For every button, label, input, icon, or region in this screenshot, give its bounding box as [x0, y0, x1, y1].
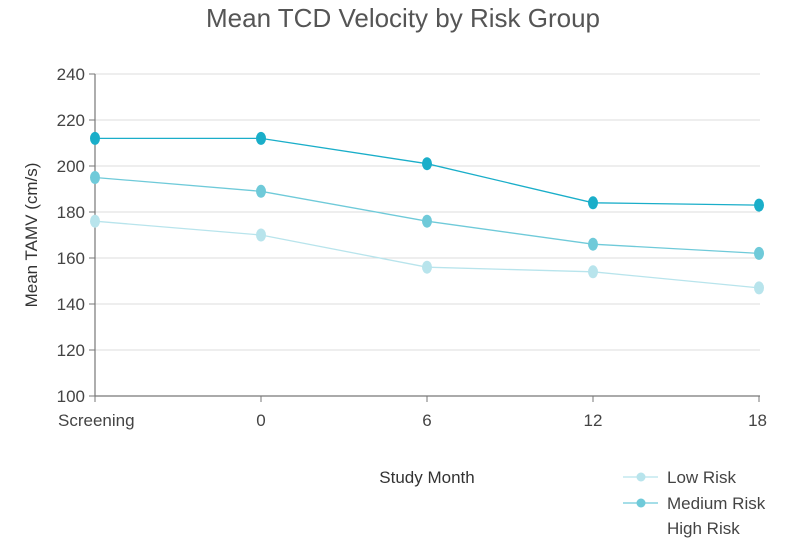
data-point-low-risk — [754, 281, 764, 295]
data-point-low-risk — [588, 265, 598, 279]
x-tick-label: Screening — [58, 411, 135, 430]
data-point-high-risk — [422, 157, 432, 171]
legend-label-low-risk: Low Risk — [667, 468, 736, 487]
data-point-medium-risk — [422, 214, 432, 228]
x-tick-label: 6 — [422, 411, 431, 430]
x-tick-labels: Screening 0 6 12 18 — [58, 396, 767, 430]
data-point-medium-risk — [588, 237, 598, 251]
series-group — [90, 131, 764, 295]
data-point-high-risk — [90, 131, 100, 145]
x-tick-label: 12 — [584, 411, 603, 430]
data-point-medium-risk — [90, 171, 100, 184]
data-point-high-risk — [588, 196, 598, 210]
legend-marker-low-risk — [636, 472, 646, 482]
data-point-low-risk — [256, 228, 266, 242]
series-line-high-risk — [95, 137, 760, 206]
legend-label-high-risk: High Risk — [667, 519, 740, 538]
gridlines — [89, 73, 760, 397]
data-point-medium-risk — [754, 246, 764, 260]
y-tick-label: 220 — [57, 111, 85, 130]
series-line-low-risk — [94, 220, 760, 289]
y-tick-label: 180 — [57, 203, 85, 222]
y-tick-label: 200 — [57, 157, 85, 176]
data-point-high-risk — [256, 131, 266, 145]
x-axis-label: Study Month — [379, 468, 474, 487]
y-axis-label: Mean TAMV (cm/s) — [22, 163, 41, 308]
x-tick-label: 18 — [748, 411, 767, 430]
legend: Low Risk Medium Risk High Risk — [623, 468, 766, 538]
y-tick-label: 120 — [57, 341, 85, 360]
y-tick-labels: 100 120 140 160 180 200 220 240 — [57, 65, 85, 406]
x-tick-label: 0 — [256, 411, 265, 430]
data-point-high-risk — [754, 198, 764, 212]
chart-title: Mean TCD Velocity by Risk Group — [206, 3, 600, 33]
y-tick-label: 240 — [57, 65, 85, 84]
data-point-low-risk — [90, 214, 100, 228]
y-tick-label: 160 — [57, 249, 85, 268]
data-point-medium-risk — [256, 184, 266, 198]
legend-marker-medium-risk — [636, 498, 646, 508]
legend-label-medium-risk: Medium Risk — [667, 494, 766, 513]
y-tick-label: 140 — [57, 295, 85, 314]
y-tick-label: 100 — [57, 387, 85, 406]
axes — [94, 74, 760, 397]
data-point-low-risk — [422, 260, 432, 274]
